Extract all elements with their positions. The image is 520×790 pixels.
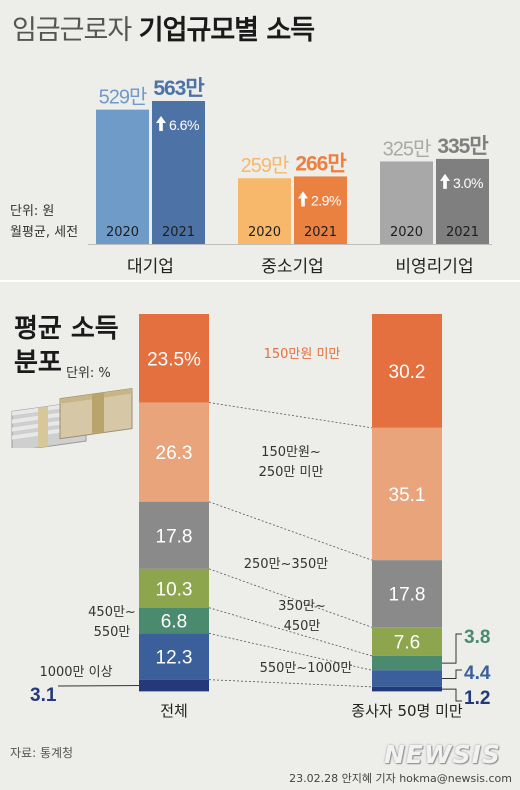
stack-segment: [372, 560, 442, 628]
bar-year-label: 2021: [446, 225, 479, 240]
category-label: 비영리기업: [395, 257, 473, 277]
distribution-title: 평균 소득 분포: [14, 314, 119, 378]
column-category-label: 종사자 50명 미만: [351, 702, 463, 720]
up-arrow-icon: [156, 116, 166, 131]
bar-대기업-2020: [96, 109, 149, 244]
connector-line: [208, 568, 373, 628]
segment-value-label: 23.5%: [147, 349, 201, 370]
bar-value-label: 259만: [241, 154, 289, 177]
connector-line: [208, 679, 373, 688]
stack-segment: [139, 568, 209, 608]
stack-segment: [139, 633, 209, 680]
stack-segment: [139, 607, 209, 634]
segment-value-label: 30.2: [389, 362, 426, 383]
bar-비영리기업-2021: [436, 158, 489, 244]
stack-segment: [139, 402, 209, 502]
segment-value-label: 1.2: [464, 688, 490, 709]
distribution-unit: 단위: %: [66, 366, 111, 381]
category-label: 대기업: [127, 257, 174, 277]
up-arrow-icon: [440, 173, 451, 189]
segment-value-label: 26.3: [156, 443, 193, 464]
stack-segment: [372, 655, 442, 671]
stack-segment: [372, 627, 442, 656]
stack-segment: [372, 670, 442, 687]
bar-중소기업-2021: [294, 176, 347, 244]
connector-line: [208, 501, 373, 561]
segment-value-label: 10.3: [156, 579, 193, 600]
up-arrow-icon: [298, 191, 309, 207]
band-label: 450만: [284, 619, 321, 634]
segment-value-label: 7.6: [394, 633, 420, 654]
credit-line: 23.02.28 안지혜 기자 hokma@newsis.com: [289, 772, 512, 785]
band-label: 250만 미만: [259, 465, 324, 480]
segment-value-label: 17.8: [156, 526, 193, 547]
money-bundle-illustration: [11, 388, 133, 448]
growth-label: 6.6%: [169, 117, 199, 133]
band-label: 550만: [94, 625, 131, 640]
connector-line: [208, 402, 373, 429]
bar-year-label: 2020: [248, 225, 281, 240]
segment-value-label: 12.3: [156, 648, 193, 669]
chart-title: 임금근로자 기업규모별 소득: [12, 15, 315, 46]
band-label: 450만~: [88, 605, 136, 620]
segment-value-label: 4.4: [464, 663, 491, 684]
segment-value-label: 35.1: [389, 485, 426, 506]
bar-year-label: 2020: [390, 225, 423, 240]
segment-value-label: 17.8: [389, 585, 426, 606]
growth-label: 2.9%: [311, 192, 341, 208]
bar-year-label: 2020: [106, 225, 139, 240]
stack-segment: [372, 686, 442, 692]
band-label: 1000만 이상: [39, 665, 112, 680]
newsis-logo: NEWSIS: [384, 740, 501, 769]
income-by-company-size-chart: 2020 529만 2021 563만 6.6% 대기업 2020 259만 2021 266만 2…: [88, 77, 492, 277]
bar-비영리기업-2020: [380, 161, 433, 244]
column-category-label: 전체: [160, 702, 188, 720]
leader-line: [442, 669, 462, 680]
band-label: 150만원~: [261, 445, 321, 460]
band-label: 350만~: [278, 599, 326, 614]
segment-value-label: 6.8: [161, 612, 187, 633]
stack-segment: [139, 679, 209, 692]
stack-segment: [372, 427, 442, 561]
band-label: 550만~1000만: [260, 661, 353, 676]
stack-segment: [372, 314, 442, 428]
connector-line: [208, 607, 373, 657]
stack-segment: [139, 314, 209, 403]
stack-segment: [139, 501, 209, 569]
top-unit-line-1: 단위: 원: [10, 204, 55, 219]
top-unit-line-2: 월평균, 세전: [10, 225, 79, 240]
bar-year-label: 2021: [304, 225, 337, 240]
bar-value-label: 563만: [153, 77, 204, 100]
section-divider: [0, 280, 520, 282]
segment-value-label: 3.1: [30, 685, 57, 706]
category-label: 중소기업: [261, 257, 324, 277]
bar-value-label: 325만: [383, 137, 431, 160]
band-label: 150만원 미만: [264, 347, 341, 362]
bar-value-label: 266만: [295, 152, 346, 175]
growth-label: 3.0%: [453, 175, 483, 191]
bar-value-label: 335만: [437, 135, 488, 158]
source-note: 자료: 통계청: [10, 746, 74, 760]
leader-line: [442, 688, 462, 702]
band-label: 250만~350만: [244, 557, 328, 572]
segment-value-label: 3.8: [464, 627, 490, 648]
bar-value-label: 529만: [99, 86, 147, 109]
leader-line: [442, 633, 462, 664]
bar-중소기업-2020: [238, 178, 291, 244]
bar-year-label: 2021: [162, 225, 195, 240]
